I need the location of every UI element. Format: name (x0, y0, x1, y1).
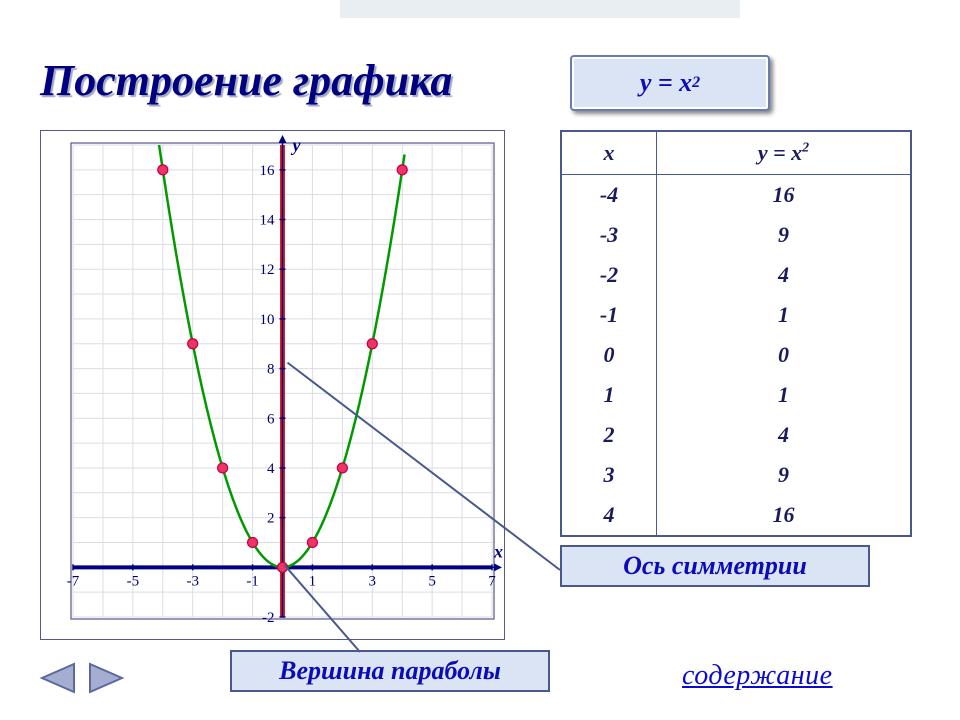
svg-text:3: 3 (369, 573, 377, 589)
col-y-header: y = x2 (657, 131, 911, 175)
chart-canvas: -7 -5 -3 -1 1 3 5 7 -2 2 4 6 8 10 12 14 16 x y (41, 131, 506, 641)
svg-text:14: 14 (260, 213, 276, 229)
svg-text:12: 12 (260, 262, 275, 278)
table-row: -39 (561, 215, 911, 255)
svg-text:-5: -5 (127, 573, 140, 589)
chevron-right-icon (88, 662, 126, 694)
table-row: 00 (561, 335, 911, 375)
formula-base: y = x (640, 68, 692, 98)
svg-text:16: 16 (260, 163, 276, 179)
svg-text:7: 7 (488, 573, 496, 589)
table-row: 11 (561, 375, 911, 415)
cell-x: -3 (561, 215, 657, 255)
svg-text:2: 2 (267, 511, 275, 527)
cell-y: 9 (657, 455, 911, 495)
decorative-top-strip (340, 0, 740, 18)
content-link[interactable]: содержание (682, 660, 833, 692)
svg-text:1: 1 (309, 573, 317, 589)
cell-y: 16 (657, 175, 911, 216)
cell-x: -4 (561, 175, 657, 216)
cell-x: 3 (561, 455, 657, 495)
svg-text:5: 5 (428, 573, 436, 589)
svg-text:-3: -3 (186, 573, 199, 589)
cell-x: -1 (561, 295, 657, 335)
cell-y: 0 (657, 335, 911, 375)
cell-y: 1 (657, 375, 911, 415)
svg-text:y: y (291, 135, 302, 155)
col-y-header-base: y = x (758, 140, 802, 165)
parabola-chart: -7 -5 -3 -1 1 3 5 7 -2 2 4 6 8 10 12 14 16 x y (40, 130, 505, 640)
table-row: 416 (561, 495, 911, 536)
table-row: -416 (561, 175, 911, 216)
formula-exponent: 2 (692, 74, 700, 92)
svg-text:-2: -2 (262, 610, 275, 626)
cell-x: -2 (561, 255, 657, 295)
cell-x: 1 (561, 375, 657, 415)
chevron-left-icon (38, 662, 76, 694)
value-table: x y = x2 -416-39-24-1100112439416 (560, 130, 912, 537)
nav-arrows (36, 660, 128, 696)
cell-x: 4 (561, 495, 657, 536)
cell-y: 1 (657, 295, 911, 335)
svg-text:6: 6 (267, 411, 275, 427)
svg-text:x: x (493, 541, 503, 561)
prev-button[interactable] (36, 660, 78, 696)
cell-y: 4 (657, 255, 911, 295)
cell-y: 16 (657, 495, 911, 536)
axis-callout: Ось симметрии (560, 545, 870, 587)
cell-x: 2 (561, 415, 657, 455)
svg-text:-7: -7 (67, 573, 80, 589)
cell-y: 4 (657, 415, 911, 455)
cell-y: 9 (657, 215, 911, 255)
formula-box: y = x2 (570, 55, 770, 111)
col-y-header-exp: 2 (802, 141, 809, 156)
vertex-callout: Вершина параболы (230, 650, 550, 692)
table-row: -24 (561, 255, 911, 295)
svg-text:8: 8 (267, 362, 275, 378)
table-row: 39 (561, 455, 911, 495)
cell-x: 0 (561, 335, 657, 375)
table-header-row: x y = x2 (561, 131, 911, 175)
svg-text:4: 4 (267, 461, 275, 477)
col-x-header: x (561, 131, 657, 175)
table-row: -11 (561, 295, 911, 335)
svg-text:-1: -1 (246, 573, 258, 589)
page-title: Построение графика (40, 55, 452, 106)
table-row: 24 (561, 415, 911, 455)
svg-text:10: 10 (260, 312, 275, 328)
next-button[interactable] (86, 660, 128, 696)
